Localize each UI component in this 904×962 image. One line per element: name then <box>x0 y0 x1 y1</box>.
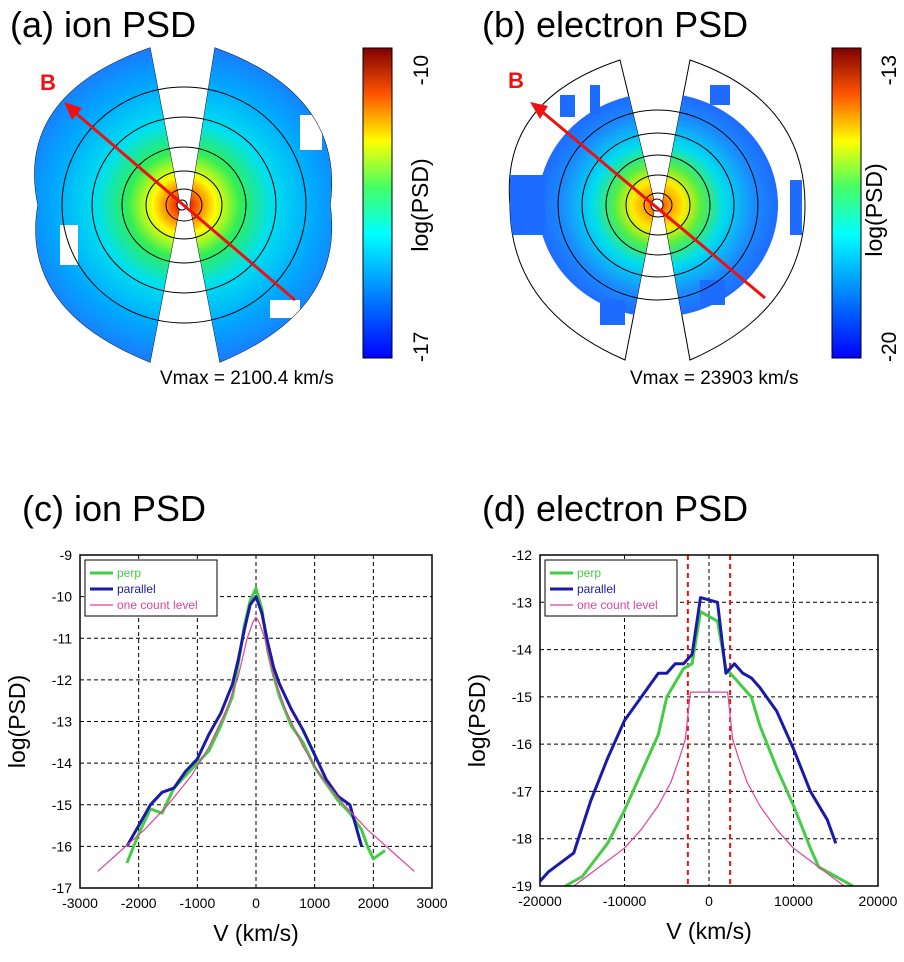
ion-psd-contour-plot: B Vmax = 2100.4 km/s <box>34 47 334 389</box>
electron-vmax-label: Vmax = 23903 km/s <box>630 368 798 389</box>
electron-chart-xtick-label: 10000 <box>774 893 813 909</box>
ion-chart-ytick-label: -15 <box>52 797 72 813</box>
electron-chart-yaxis-label: log(PSD) <box>464 674 490 767</box>
electron-chart-series-parallel <box>538 596 838 883</box>
electron-chart-xtick-label: 20000 <box>859 893 898 909</box>
electron-colorbar: -13 -20 log(PSD) <box>831 47 901 362</box>
electron-chart-xtick-label: -20000 <box>518 893 562 909</box>
electron-chart-ytick-label: -13 <box>512 594 532 610</box>
electron-psd-contour-plot: B Vmax = 23903 km/s <box>508 59 806 389</box>
ion-chart-ytick-label: -14 <box>52 755 72 771</box>
electron-chart-legend-label: parallel <box>577 582 616 596</box>
electron-chart-xaxis-label: V (km/s) <box>666 918 752 944</box>
ion-chart-xtick-label: -3000 <box>62 895 98 911</box>
ion-chart-ytick-label: -10 <box>52 589 72 605</box>
electron-chart-legend-label: perp <box>577 566 601 580</box>
b-field-label-electron: B <box>508 68 524 93</box>
electron-psd-line-chart: -20000 -10000 0 10000 20000 -12 -13 -14 -15 -16 -1… <box>464 547 898 944</box>
electron-chart-ytick-label: -18 <box>512 831 532 847</box>
panel-a-title: (a) ion PSD <box>10 4 197 45</box>
ion-chart-xtick-label: -2000 <box>121 895 157 911</box>
electron-chart-frame <box>539 554 879 887</box>
electron-chart-ytick-label: -17 <box>512 783 532 799</box>
ion-chart-series-parallel <box>125 595 364 848</box>
ion-chart-frame <box>79 554 433 889</box>
panel-c-title: (c) ion PSD <box>22 488 207 529</box>
electron-chart-ytick-label: -12 <box>512 547 532 563</box>
b-field-label: B <box>40 70 56 95</box>
ion-colorbar-max: -10 <box>410 55 433 85</box>
electron-colorbar-max: -13 <box>878 55 901 85</box>
ion-chart-xtick-label: 3000 <box>416 895 447 911</box>
ion-chart-legend-label: parallel <box>117 582 156 596</box>
panel-b-title: (b) electron PSD <box>482 4 749 45</box>
b-field-arrow <box>71 108 296 302</box>
panel-d-title: (d) electron PSD <box>482 488 749 529</box>
ion-chart-legend-label: perp <box>117 566 141 580</box>
electron-chart-ytick-label: -15 <box>512 689 532 705</box>
electron-chart-ytick-label: -16 <box>512 736 532 752</box>
ion-chart-ytick-label: -12 <box>52 672 72 688</box>
ion-chart-yaxis-label: log(PSD) <box>4 675 30 768</box>
ion-chart-series-one-count-level <box>97 616 415 872</box>
ion-chart-ytick-label: -16 <box>52 838 72 854</box>
electron-chart-xtick-label: -10000 <box>603 893 647 909</box>
ion-chart-ytick-label: -17 <box>52 880 72 896</box>
ion-chart-ytick-label: -9 <box>60 547 73 563</box>
ion-chart-xtick-label: 2000 <box>358 895 389 911</box>
electron-chart-series-perp <box>564 610 854 888</box>
ion-chart-xaxis-label: V (km/s) <box>213 920 299 946</box>
ion-chart-xtick-label: 0 <box>252 895 260 911</box>
b-field-arrow-electron <box>539 108 766 300</box>
electron-chart-legend-box <box>544 559 678 617</box>
ion-colorbar-min: -17 <box>410 332 433 362</box>
ion-colorbar: -10 -17 log(PSD) <box>362 47 433 362</box>
electron-chart-ytick-label: -14 <box>512 642 532 658</box>
electron-colorbar-min: -20 <box>878 332 901 362</box>
ion-colorbar-label: log(PSD) <box>407 158 433 251</box>
ion-vmax-label: Vmax = 2100.4 km/s <box>160 368 334 389</box>
ion-chart-xtick-label: -1000 <box>179 895 215 911</box>
electron-chart-xtick-label: 0 <box>705 893 713 909</box>
ion-chart-legend-label: one count level <box>117 598 198 612</box>
ion-chart-xtick-label: 1000 <box>299 895 330 911</box>
ion-chart-ytick-label: -11 <box>53 630 72 646</box>
electron-chart-series-one-count-level <box>573 691 845 887</box>
ion-psd-line-chart: -3000 -2000 -1000 0 1000 2000 3000 -9 -10 -11 -12 -… <box>4 547 448 946</box>
electron-chart-ytick-label: -19 <box>512 878 532 894</box>
electron-chart-legend-label: one count level <box>577 598 658 612</box>
electron-colorbar-label: log(PSD) <box>861 163 887 256</box>
ion-chart-ytick-label: -13 <box>52 714 72 730</box>
